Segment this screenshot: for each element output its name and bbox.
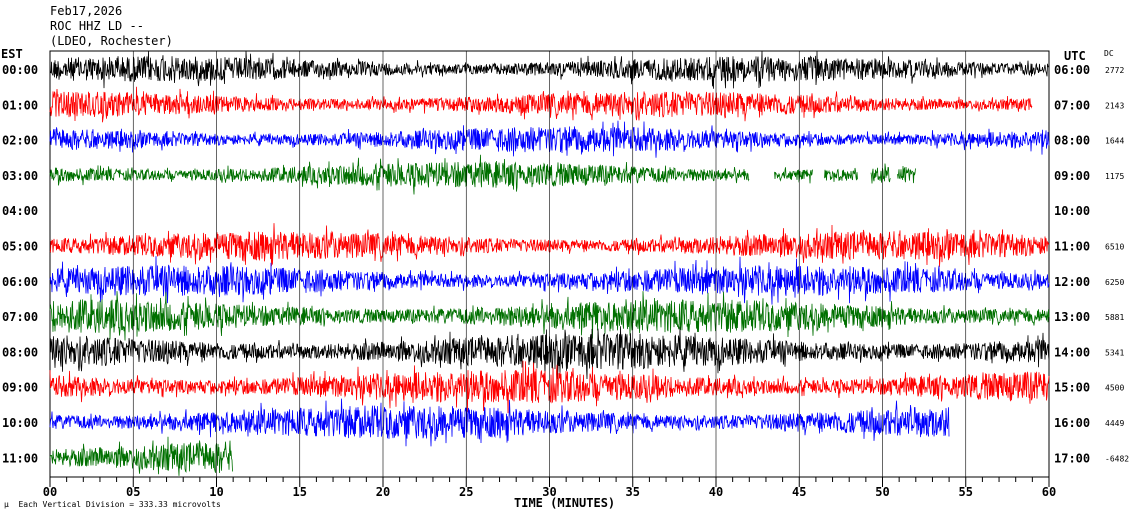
x-tick-label-20: 20	[376, 485, 390, 499]
utc-label-1200: 12:00	[1054, 275, 1090, 289]
dc-value-0700: 5881	[1105, 313, 1124, 322]
trace-line-0300-seg1	[774, 167, 813, 184]
x-tick-label-05: 05	[126, 485, 140, 499]
scale-note: µ Each Vertical Division = 333.33 microv…	[4, 500, 221, 509]
dc-value-0000: 2772	[1105, 66, 1124, 75]
x-tick-label-60: 60	[1042, 485, 1056, 499]
est-label-0500: 05:00	[2, 240, 38, 254]
x-tick-label-35: 35	[626, 485, 640, 499]
utc-label-0900: 09:00	[1054, 169, 1090, 183]
x-tick-label-50: 50	[875, 485, 889, 499]
utc-label-0800: 08:00	[1054, 134, 1090, 148]
dc-value-1100: -6482168	[1105, 454, 1130, 463]
dc-value-0500: 6510	[1105, 243, 1124, 252]
utc-label-1500: 15:00	[1054, 381, 1090, 395]
x-axis-title: TIME (MINUTES)	[514, 496, 616, 510]
utc-label-1300: 13:00	[1054, 310, 1090, 324]
est-label-0900: 09:00	[2, 381, 38, 395]
est-label-0800: 08:00	[2, 345, 38, 359]
dc-value-0800: 5341	[1105, 348, 1124, 357]
est-label-0100: 01:00	[2, 98, 38, 112]
est-label-1100: 11:00	[2, 451, 38, 465]
dc-value-0200: 1644	[1105, 137, 1124, 146]
x-tick-label-15: 15	[293, 485, 307, 499]
x-tick-label-55: 55	[959, 485, 973, 499]
est-label-0600: 06:00	[2, 275, 38, 289]
est-label-0200: 02:00	[2, 134, 38, 148]
trace-line-1100	[49, 436, 234, 476]
x-tick-label-00: 00	[43, 485, 57, 499]
est-label-0400: 04:00	[2, 204, 38, 218]
dc-value-0300: 1175	[1105, 172, 1124, 181]
trace-line-0300-seg3	[870, 163, 891, 184]
est-label-0700: 07:00	[2, 310, 38, 324]
dc-value-0100: 2143	[1105, 101, 1124, 110]
est-label-0000: 00:00	[2, 63, 38, 77]
date-label: Feb17,2026	[50, 4, 123, 18]
trace-line-0100	[49, 86, 1033, 123]
left-timezone-label: EST	[1, 47, 23, 61]
right-timezone-label: UTC	[1064, 49, 1086, 63]
est-label-0300: 03:00	[2, 169, 38, 183]
station-label: ROC HHZ LD --	[50, 19, 144, 33]
utc-label-0700: 07:00	[1054, 98, 1090, 112]
trace-line-0300	[49, 154, 750, 195]
trace-line-1000	[49, 398, 950, 447]
utc-label-1400: 14:00	[1054, 345, 1090, 359]
network-label: (LDEO, Rochester)	[50, 34, 173, 48]
dc-value-1000: 4449	[1105, 419, 1124, 428]
scale-note-text: Each Vertical Division = 333.33 microvol…	[18, 500, 221, 509]
trace-line-0300-seg4	[897, 165, 916, 184]
utc-label-1600: 16:00	[1054, 416, 1090, 430]
utc-label-1000: 10:00	[1054, 204, 1090, 218]
x-tick-label-10: 10	[209, 485, 223, 499]
dc-value-0900: 4500	[1105, 384, 1124, 393]
x-tick-label-45: 45	[792, 485, 806, 499]
scale-note-icon: µ	[4, 500, 9, 509]
x-tick-label-25: 25	[459, 485, 473, 499]
x-tick-label-30: 30	[542, 485, 556, 499]
utc-label-1700: 17:00	[1054, 451, 1090, 465]
utc-label-1100: 11:00	[1054, 240, 1090, 254]
dc-header-label: DC	[1104, 49, 1114, 58]
x-tick-label-40: 40	[709, 485, 723, 499]
trace-line-0300-seg2	[824, 167, 858, 182]
est-label-1000: 10:00	[2, 416, 38, 430]
utc-label-0600: 06:00	[1054, 63, 1090, 77]
dc-value-0600: 6250	[1105, 278, 1124, 287]
